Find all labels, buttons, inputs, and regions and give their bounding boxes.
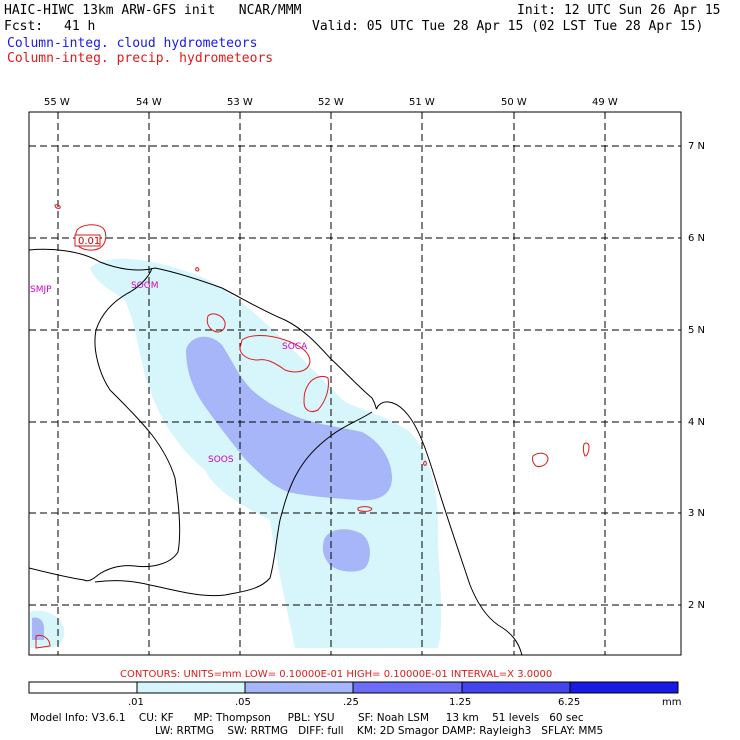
plot-frame: [28, 111, 682, 656]
colorbar-swatch: [461, 681, 571, 694]
lon-label: 55 W: [44, 97, 70, 108]
colorbar-swatch: [244, 681, 354, 694]
lat-label: 6 N: [688, 233, 705, 244]
forecast-label: Fcst:: [4, 19, 44, 34]
init-time: Init: 12 UTC Sun 26 Apr 15: [517, 3, 721, 18]
contour-value-label: 0.01: [78, 236, 100, 247]
lon-label: 50 W: [501, 97, 527, 108]
station-label: SOCA: [282, 342, 308, 352]
colorbar-label: .01: [128, 697, 144, 708]
precip-contours: [35, 204, 590, 649]
lat-label: 3 N: [688, 508, 705, 519]
field-cloud-label: Column-integ. cloud hydrometeors: [7, 36, 258, 51]
colorbar-label: .05: [235, 697, 251, 708]
lat-label: 2 N: [688, 600, 705, 611]
latitude-labels: 7 N 6 N 5 N 4 N 3 N 2 N: [688, 141, 705, 611]
contour-info: CONTOURS: UNITS=mm LOW= 0.10000E-01 HIGH…: [120, 669, 552, 680]
station-label: SOGM: [131, 281, 159, 291]
colorbar-label: 6.25: [558, 697, 580, 708]
colorbar-label: 1.25: [449, 697, 471, 708]
forecast-hours: 41 h: [64, 19, 96, 34]
contour-value-box: [74, 234, 101, 247]
lat-label: 4 N: [688, 417, 705, 428]
lon-label: 52 W: [318, 97, 344, 108]
map-title: HAIC-HIWC 13km ARW-GFS init NCAR/MMM: [4, 3, 302, 18]
colorbar-units: mm: [662, 697, 681, 708]
model-info-line1: Model Info: V3.6.1 CU: KF MP: Thompson P…: [30, 712, 584, 724]
lon-label: 51 W: [409, 97, 435, 108]
colorbar-swatch: [352, 681, 463, 694]
model-info-line2: LW: RRTMG SW: RRTMG DIFF: full KM: 2D Sm…: [155, 725, 603, 737]
valid-time: Valid: 05 UTC Tue 28 Apr 15 (02 LST Tue …: [312, 19, 704, 34]
station-label: SMJP: [30, 285, 52, 295]
station-label: SOOS: [208, 455, 234, 465]
lat-label: 5 N: [688, 325, 705, 336]
colorbar-label: .25: [343, 697, 359, 708]
lat-label: 7 N: [688, 141, 705, 152]
colorbar-swatch: [569, 681, 679, 694]
field-precip-label: Column-integ. precip. hydrometeors: [7, 51, 274, 66]
longitude-labels: 55 W 54 W 53 W 52 W 51 W 50 W 49 W: [44, 97, 618, 108]
lon-label: 49 W: [592, 97, 618, 108]
lon-label: 54 W: [136, 97, 162, 108]
cloud-field-medium: [32, 336, 392, 640]
colorbar-swatch: [136, 681, 246, 694]
lat-lon-grid: [29, 112, 681, 655]
coastline-borders: [29, 248, 523, 655]
colorbar-swatch: [28, 681, 138, 694]
lon-label: 53 W: [227, 97, 253, 108]
colorbar: .01 .05 .25 1.25 6.25 mm: [28, 681, 681, 708]
